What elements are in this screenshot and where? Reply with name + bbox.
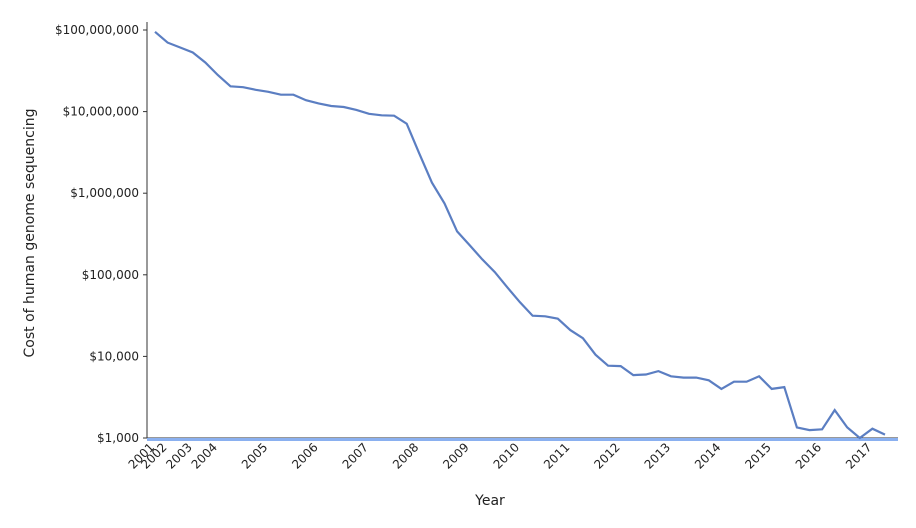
y-tick-label: $10,000,000 — [63, 105, 139, 119]
y-tick-label: $1,000 — [97, 431, 139, 445]
x-tick-label: 2008 — [390, 440, 421, 471]
data-line — [154, 30, 886, 440]
x-tick-label: 2005 — [239, 440, 270, 471]
x-tick-label: 2004 — [189, 440, 220, 471]
y-tick-label: $100,000,000 — [55, 23, 139, 37]
x-tick-label: 2011 — [541, 440, 572, 471]
x-tick-label: 2006 — [289, 440, 320, 471]
x-tick-label: 2016 — [793, 440, 824, 471]
x-tick-label: 2012 — [591, 440, 622, 471]
x-tick-label: 2015 — [742, 440, 773, 471]
y-axis-label: Cost of human genome sequencing — [22, 109, 38, 358]
x-tick-label: 2007 — [340, 440, 371, 471]
x-axis-label: Year — [474, 493, 505, 509]
x-tick-label: 2010 — [491, 440, 522, 471]
y-tick-label: $10,000 — [89, 349, 139, 363]
x-tick-label: 2014 — [692, 440, 723, 471]
x-tick-label: 2013 — [642, 440, 673, 471]
x-tick-label: 2017 — [843, 440, 874, 471]
x-tick-label: 2003 — [163, 440, 194, 471]
x-tick-label: 2009 — [440, 440, 471, 471]
y-tick-label: $1,000,000 — [70, 186, 139, 200]
y-tick-label: $100,000 — [82, 268, 139, 282]
